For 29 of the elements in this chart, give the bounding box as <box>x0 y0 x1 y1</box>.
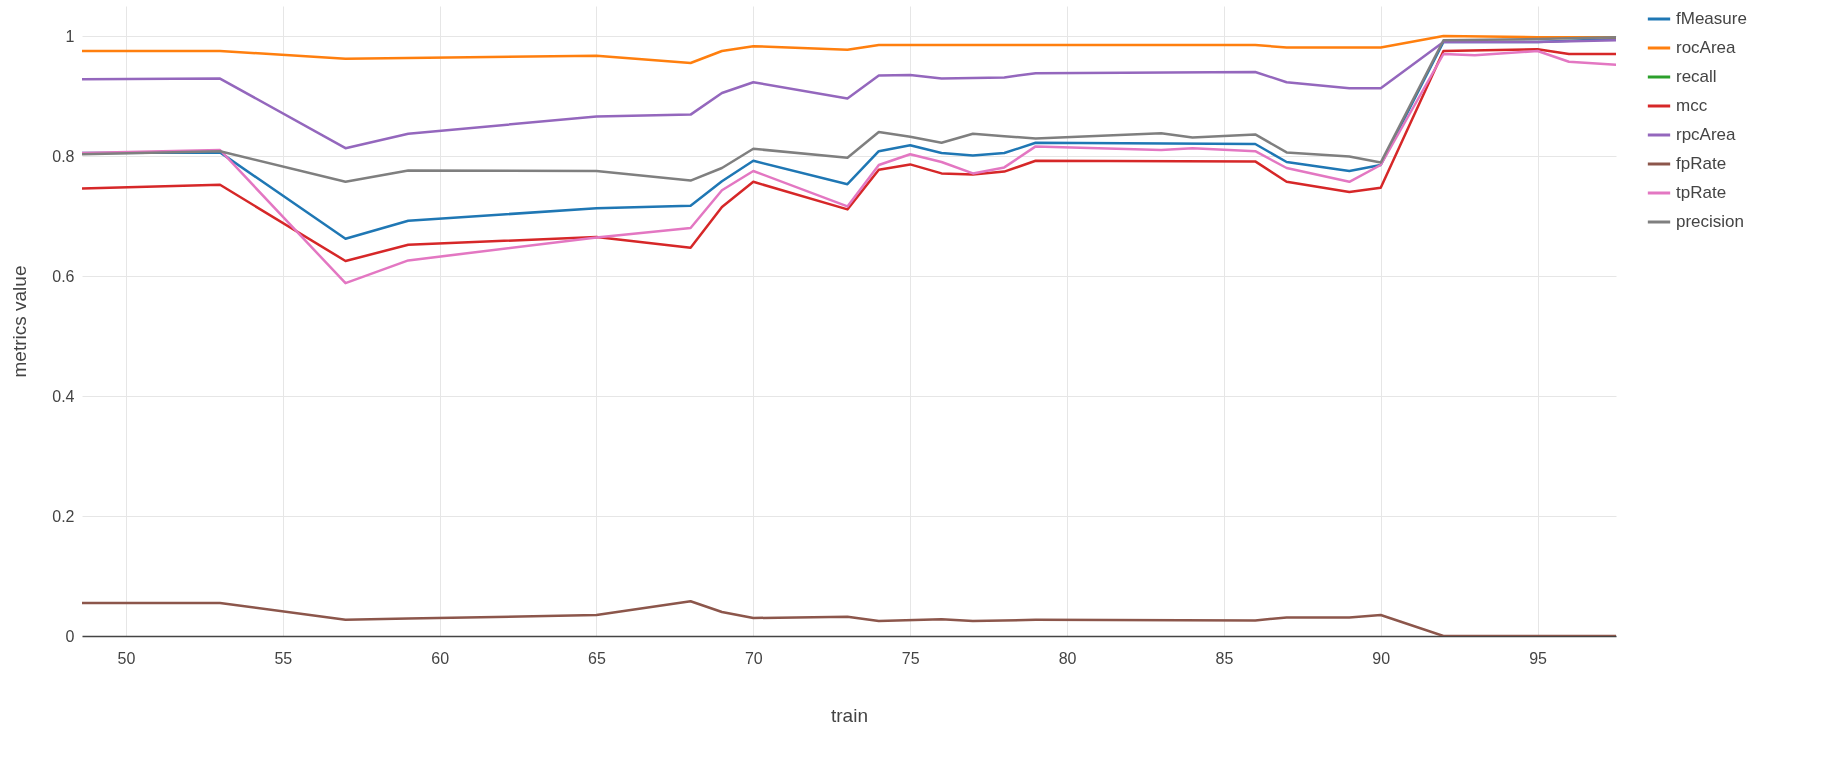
legend-label: fpRate <box>1676 154 1727 173</box>
y-tick-label: 0.2 <box>52 507 75 525</box>
y-tick-label: 0 <box>65 627 75 645</box>
y-tick-label: 1 <box>65 27 75 45</box>
legend-label: rpcArea <box>1676 125 1737 144</box>
x-tick-label: 80 <box>1058 649 1077 667</box>
y-axis-title: metrics value <box>9 265 31 378</box>
x-tick-label: 95 <box>1529 649 1548 667</box>
x-axis-title: train <box>831 704 868 726</box>
line-series <box>82 38 1616 150</box>
line-series <box>82 599 1616 636</box>
x-tick-label: 65 <box>588 649 606 667</box>
x-tick-label: 85 <box>1215 649 1234 667</box>
x-tick-label: 90 <box>1372 649 1391 667</box>
line-series <box>82 35 1616 184</box>
x-tick-label: 55 <box>274 649 293 667</box>
x-tick-label: 60 <box>431 649 450 667</box>
legend-label: rocArea <box>1676 38 1737 57</box>
x-tick-label: 75 <box>901 649 920 667</box>
y-tick-label: 0.4 <box>52 387 75 405</box>
legend-label: precision <box>1676 212 1745 231</box>
y-tick-label: 0.8 <box>52 147 75 165</box>
legend-label: fMeasure <box>1676 9 1747 28</box>
y-tick-label: 0.6 <box>52 267 75 285</box>
legend-label: tpRate <box>1676 183 1727 202</box>
legend-label: recall <box>1676 67 1717 86</box>
x-tick-label: 70 <box>744 649 763 667</box>
x-tick-label: 50 <box>117 649 136 667</box>
legend-label: mcc <box>1676 96 1708 115</box>
